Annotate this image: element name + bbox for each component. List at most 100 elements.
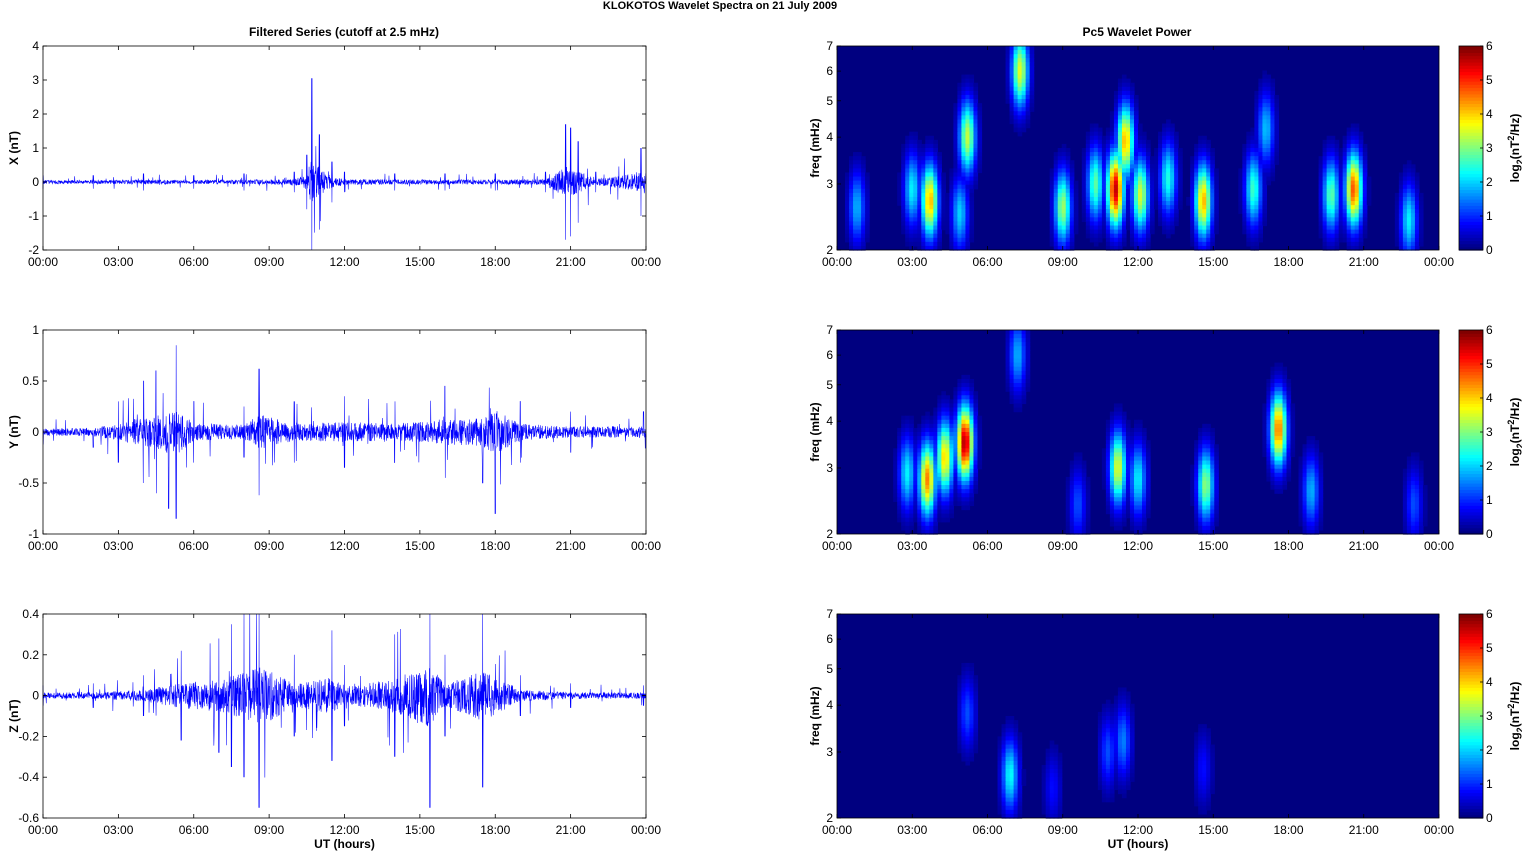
heatmap-cell <box>1025 94 1031 100</box>
heatmap-cell <box>1402 184 1408 190</box>
heatmap-cell <box>1206 521 1211 527</box>
heatmap-cell <box>1406 476 1412 482</box>
heatmap-cell <box>1105 764 1111 770</box>
heatmap-cell <box>1069 229 1075 235</box>
heatmap-cell <box>1326 135 1332 141</box>
heatmap-cell <box>1021 334 1027 339</box>
heatmap-cell <box>1081 476 1087 482</box>
heatmap-cell <box>1334 168 1340 174</box>
heatmap-cell <box>1246 217 1251 223</box>
heatmap-cell <box>1129 707 1135 713</box>
heatmap-cell <box>1013 383 1019 388</box>
heatmap-cell <box>1242 148 1247 153</box>
heatmap-cell <box>969 205 975 210</box>
heatmap-cell <box>1314 525 1320 531</box>
x-tick-label: 21:00 <box>1349 539 1379 553</box>
heatmap-cell <box>849 245 854 251</box>
heatmap-cell <box>1322 233 1328 239</box>
heatmap-cell <box>1117 505 1123 511</box>
heatmap-cell <box>949 172 954 178</box>
heatmap-cell <box>1242 213 1247 218</box>
heatmap-cell <box>1406 456 1412 462</box>
heatmap-cell <box>1021 86 1027 92</box>
heatmap-cell <box>1017 740 1023 746</box>
heatmap-cell <box>1346 160 1352 165</box>
heatmap-cell <box>945 464 950 470</box>
heatmap-cell <box>1318 476 1324 482</box>
heatmap-cell <box>1166 176 1171 182</box>
heatmap-cell <box>1270 94 1276 100</box>
heatmap-cell <box>1138 127 1143 133</box>
heatmap-cell <box>969 74 975 80</box>
heatmap-cell <box>1121 711 1127 717</box>
heatmap-cell <box>933 213 938 218</box>
heatmap-cell <box>973 156 979 161</box>
heatmap-cell <box>1298 521 1304 527</box>
heatmap-cell <box>1418 480 1424 486</box>
heatmap-cell <box>1117 444 1123 449</box>
heatmap-cell <box>1025 50 1031 55</box>
heatmap-cell <box>1113 99 1119 104</box>
heatmap-cell <box>1121 748 1127 754</box>
heatmap-cell <box>957 107 963 112</box>
heatmap-cell <box>1025 46 1031 51</box>
heatmap-cell <box>1274 103 1280 108</box>
heatmap-cell <box>1410 241 1416 247</box>
heatmap-cell <box>921 489 926 494</box>
heatmap-cell <box>1274 362 1280 368</box>
heatmap-cell <box>1017 103 1023 108</box>
heatmap-cell <box>1258 172 1264 178</box>
heatmap-cell <box>1113 205 1119 210</box>
heatmap-cell <box>1017 403 1023 409</box>
heatmap-cell <box>917 201 922 206</box>
heatmap-cell <box>1422 501 1428 507</box>
heatmap-cell <box>1117 525 1123 531</box>
heatmap-cell <box>957 233 963 239</box>
heatmap-cell <box>1017 62 1023 67</box>
heatmap-cell <box>1210 489 1215 494</box>
heatmap-cell <box>1025 370 1031 376</box>
heatmap-cell <box>901 229 906 235</box>
heatmap-cell <box>1077 480 1083 486</box>
heatmap-cell <box>1125 213 1131 218</box>
heatmap-cell <box>1326 233 1332 239</box>
heatmap-cell <box>1073 460 1079 466</box>
heatmap-cell <box>1109 192 1115 198</box>
heatmap-cell <box>1121 699 1127 705</box>
heatmap-cell <box>1117 209 1123 214</box>
heatmap-cell <box>913 436 918 441</box>
heatmap-cell <box>909 509 914 515</box>
heatmap-cell <box>1306 480 1312 486</box>
heatmap-cell <box>1097 736 1103 742</box>
heatmap-cell <box>1158 148 1163 153</box>
heatmap-cell <box>933 472 938 478</box>
heatmap-cell <box>941 460 946 466</box>
heatmap-cell <box>957 119 963 125</box>
heatmap-cell <box>893 472 898 478</box>
heatmap-cell <box>1170 168 1175 174</box>
heatmap-cell <box>1254 99 1259 104</box>
heatmap-cell <box>1005 74 1011 80</box>
heatmap-cell <box>965 127 971 133</box>
heatmap-cell <box>957 148 963 153</box>
heatmap-cell <box>961 99 967 104</box>
heatmap-cell <box>1410 460 1416 466</box>
heatmap-cell <box>1202 209 1207 214</box>
heatmap-cell <box>1101 452 1107 458</box>
heatmap-cell <box>1170 139 1175 145</box>
heatmap-cell <box>1009 338 1015 343</box>
heatmap-cell <box>905 213 910 218</box>
heatmap-cell <box>1330 184 1336 190</box>
heatmap-cell <box>1129 196 1135 202</box>
heatmap-cell <box>1097 160 1103 165</box>
heatmap-cell <box>961 107 967 112</box>
heatmap-cell <box>909 423 914 429</box>
heatmap-cell <box>1350 205 1356 210</box>
heatmap-cell <box>1009 342 1015 347</box>
heatmap-cell <box>1246 233 1251 239</box>
heatmap-cell <box>1358 135 1364 141</box>
heatmap-cell <box>1109 164 1115 169</box>
heatmap-cell <box>977 103 983 108</box>
heatmap-cell <box>1194 501 1199 507</box>
heatmap-cell <box>965 744 971 750</box>
